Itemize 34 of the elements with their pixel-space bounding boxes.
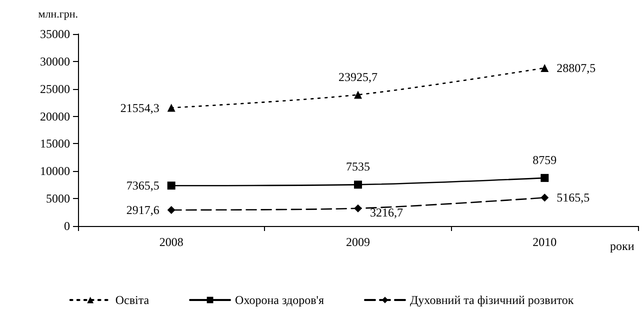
y-tick-label: 10000 (40, 164, 70, 178)
point (540, 194, 549, 202)
y-tick-label: 30000 (40, 54, 70, 68)
data-label: 8759 (532, 152, 557, 167)
y-tick-label: 25000 (40, 82, 70, 96)
data-label: 28807,5 (556, 60, 596, 75)
y-tick-label: 15000 (40, 136, 70, 151)
data-label: 21554,3 (120, 100, 160, 115)
point (540, 174, 549, 182)
data-label: 5165,5 (556, 190, 590, 205)
x-tick-label: 2009 (346, 235, 370, 249)
y-tick-label: 20000 (40, 109, 70, 124)
data-label: 7365,5 (126, 178, 160, 193)
legend-label: Духовний та фізичний розвиток (410, 293, 574, 307)
point (167, 182, 176, 190)
x-tick-label: 2010 (532, 235, 557, 249)
data-label: 23925,7 (338, 70, 378, 84)
point (540, 64, 549, 72)
y-tick-label: 5000 (46, 192, 70, 206)
point (354, 204, 362, 212)
point (354, 180, 362, 189)
x-axis-title: роки (610, 239, 635, 253)
point (167, 206, 176, 214)
data-label: 2917,6 (126, 202, 160, 217)
point (167, 104, 176, 112)
y-tick-label: 0 (64, 219, 70, 233)
point (354, 90, 362, 99)
data-label: 7535 (346, 160, 370, 174)
y-axis-title: млн.грн. (38, 8, 78, 20)
legend-label: Освіта (115, 293, 150, 307)
y-tick-label: 35000 (40, 27, 70, 41)
data-label: 3216,7 (370, 205, 403, 220)
x-tick-label: 2008 (159, 235, 184, 249)
legend-label: Охорона здоров'я (235, 293, 324, 307)
